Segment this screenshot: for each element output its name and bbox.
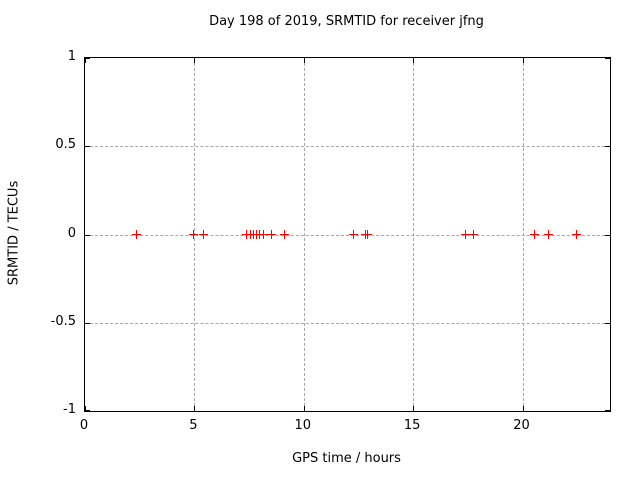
x-axis-tick-mirror (194, 58, 196, 63)
data-point-marker (348, 230, 358, 239)
y-axis-tick-mirror (605, 58, 610, 59)
y-axis-tick-mirror (605, 146, 610, 148)
data-point-marker (468, 230, 478, 239)
x-axis-label: GPS time / hours (292, 451, 401, 466)
y-axis-tick (85, 58, 90, 59)
horizontal-gridline (85, 146, 610, 148)
x-axis-tick (522, 406, 524, 411)
x-axis-tick (194, 406, 196, 411)
chart-title: Day 198 of 2019, SRMTID for receiver jfn… (209, 14, 484, 29)
x-tick-label: 10 (294, 418, 312, 433)
y-tick-label: 1 (67, 49, 76, 64)
data-point-marker (572, 230, 582, 239)
plot-area (84, 57, 611, 412)
y-axis-tick (85, 322, 90, 324)
x-axis-tick-mirror (85, 58, 86, 63)
data-point-marker (362, 230, 372, 239)
data-point-marker (530, 230, 540, 239)
data-point-marker (198, 230, 208, 239)
y-tick-label: -0.5 (50, 313, 76, 329)
data-point-marker (188, 230, 198, 239)
y-axis-tick-mirror (605, 410, 610, 411)
y-tick-label: -1 (63, 402, 76, 417)
y-axis-tick-mirror (605, 234, 610, 236)
x-axis-tick-mirror (413, 58, 415, 63)
y-axis-tick (85, 146, 90, 148)
horizontal-gridline (85, 322, 610, 324)
data-point-marker (544, 230, 554, 239)
data-point-marker (461, 230, 471, 239)
data-point-marker (266, 230, 276, 239)
data-point-marker (258, 230, 268, 239)
y-tick-label: 0 (67, 225, 76, 241)
x-tick-label: 15 (403, 418, 421, 433)
x-axis-tick-mirror (522, 58, 524, 63)
x-axis-tick (85, 406, 86, 411)
data-point-marker (132, 230, 142, 239)
x-axis-tick-mirror (303, 58, 305, 63)
x-tick-label: 0 (79, 418, 89, 433)
y-axis-tick (85, 234, 90, 236)
y-tick-label: 0.5 (55, 137, 76, 153)
x-axis-tick (303, 406, 305, 411)
x-tick-label: 5 (189, 418, 198, 433)
data-point-marker (279, 230, 289, 239)
y-axis-tick-mirror (605, 322, 610, 324)
x-axis-tick (413, 406, 415, 411)
x-tick-label: 20 (513, 418, 530, 433)
y-axis-tick (85, 410, 90, 411)
horizontal-gridline (85, 234, 610, 236)
